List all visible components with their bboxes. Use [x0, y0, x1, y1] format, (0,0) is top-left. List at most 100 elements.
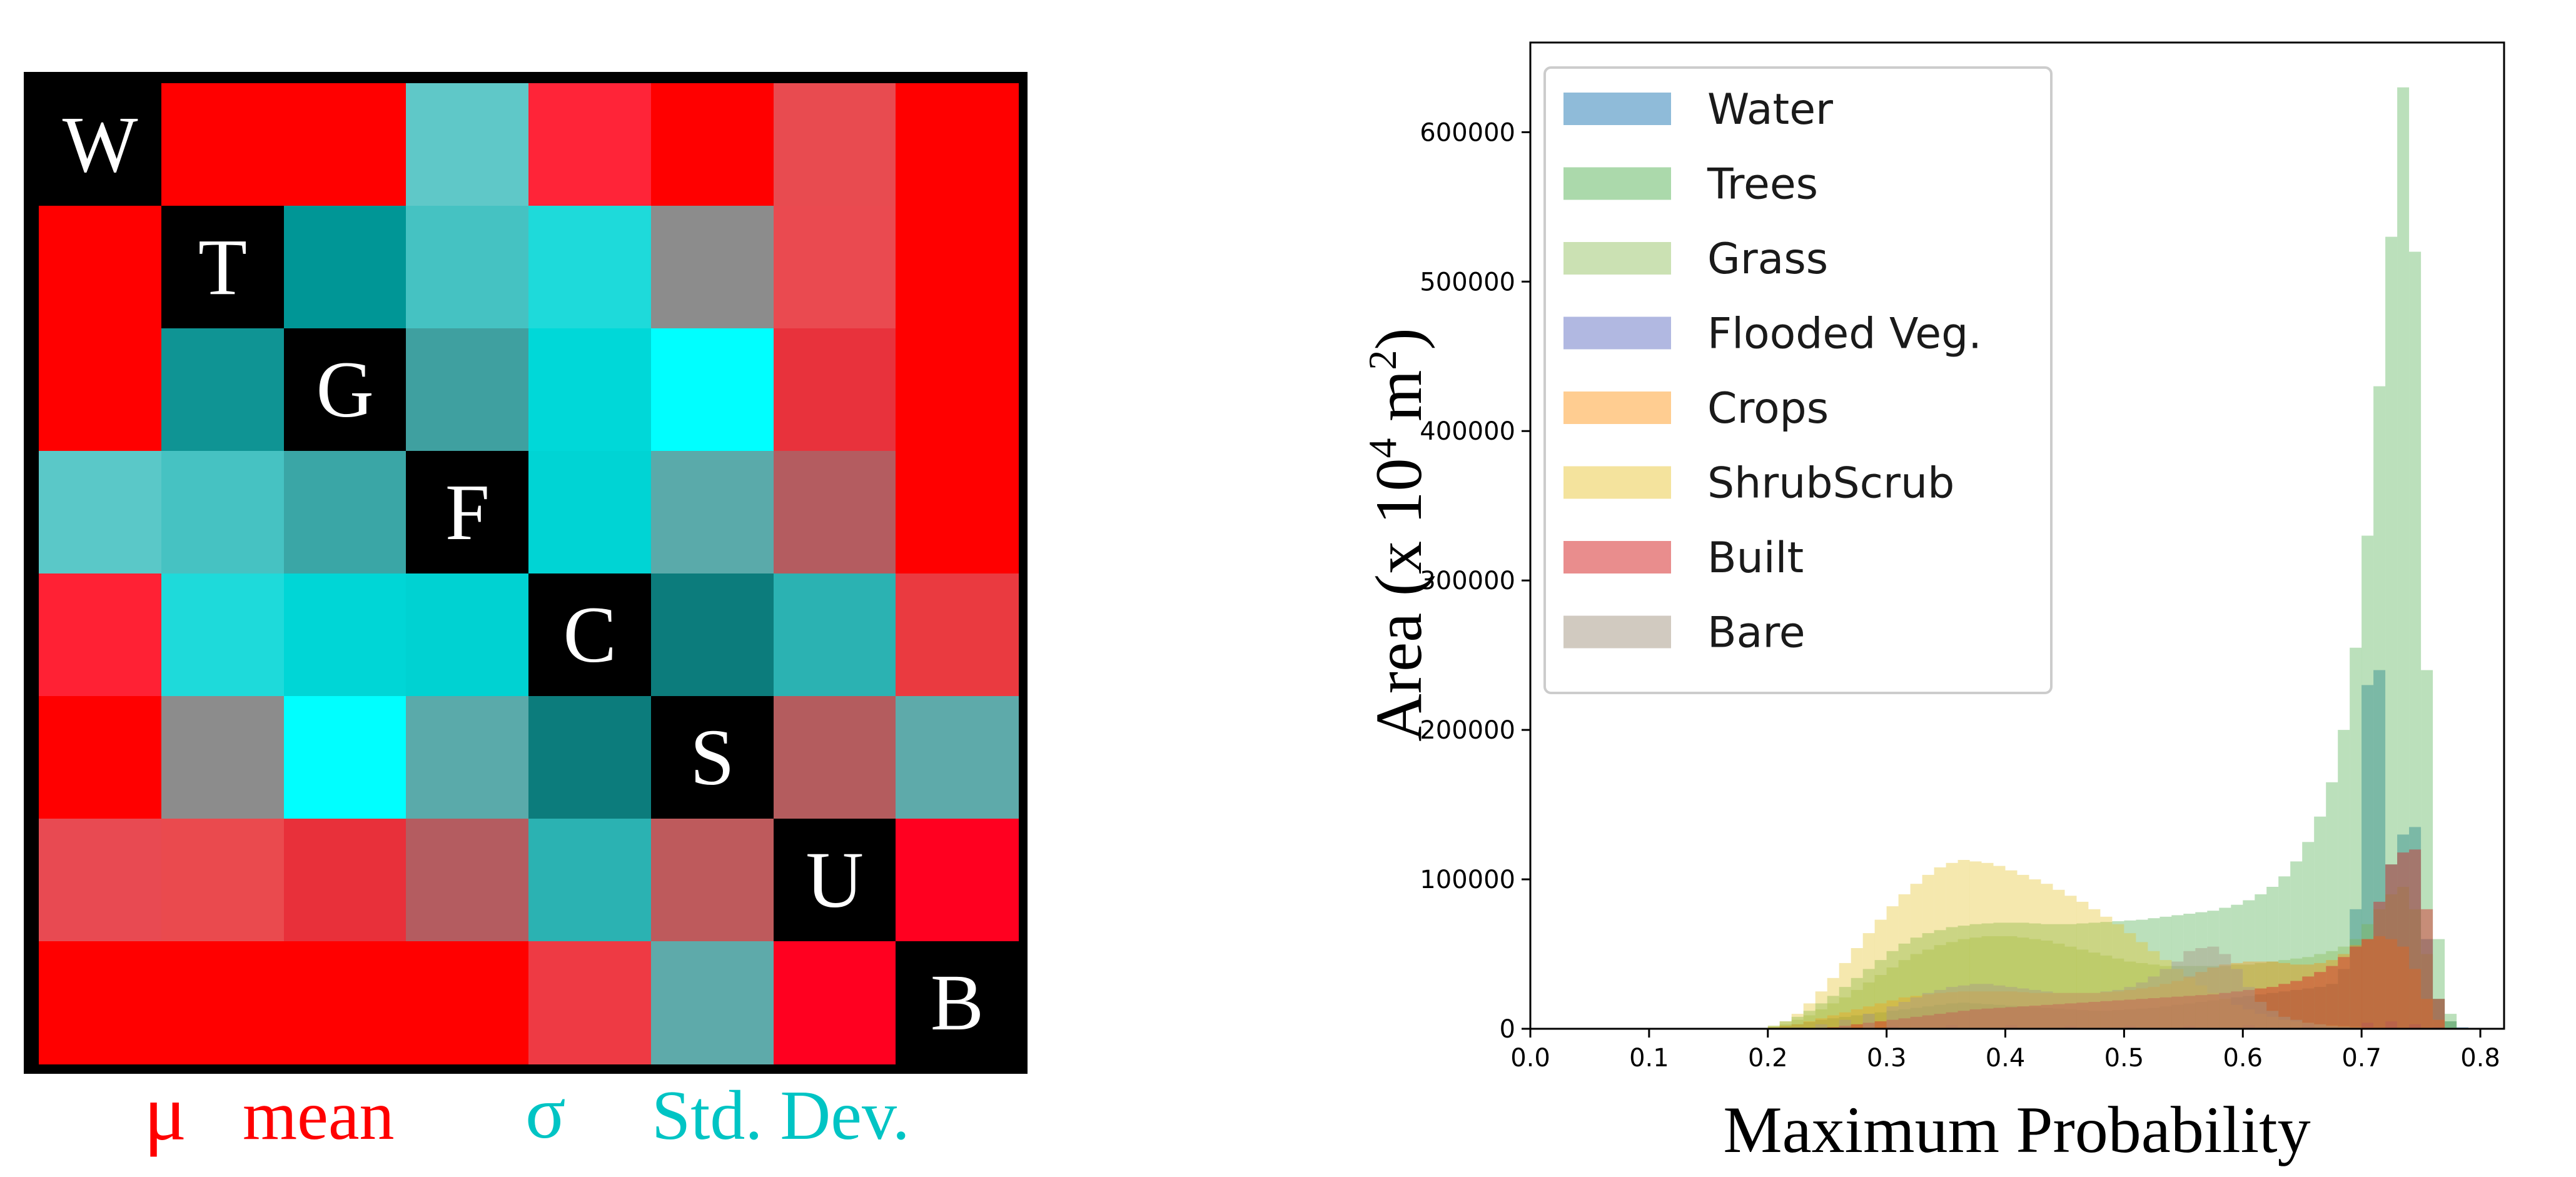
- histogram-bar: [2302, 976, 2315, 1029]
- matrix-cell: [773, 83, 896, 206]
- histogram-bar: [2029, 1006, 2041, 1029]
- histogram-bar: [1874, 960, 1887, 1029]
- matrix-diagonal-cell-w: W: [39, 83, 162, 206]
- matrix-cell: [39, 573, 162, 697]
- matrix-cell: [650, 83, 774, 206]
- histogram-bar: [2350, 945, 2362, 1029]
- matrix-cell: [528, 328, 652, 452]
- histogram-bar: [2231, 991, 2243, 1029]
- matrix-cell: [773, 941, 896, 1064]
- histogram-bar: [2397, 852, 2410, 1029]
- matrix-cell: [161, 573, 285, 697]
- histogram-bar: [2053, 943, 2065, 1029]
- histogram-bar: [2338, 730, 2350, 1029]
- histogram-bar: [2041, 941, 2053, 1029]
- histogram-bar: [1791, 1024, 1804, 1029]
- histogram-bar: [2266, 961, 2279, 1029]
- matrix-cell: [161, 451, 285, 574]
- matrix-cell: [283, 83, 407, 206]
- histogram-bar: [2183, 914, 2196, 1029]
- histogram-bar: [1946, 927, 1958, 1029]
- histogram-bar: [2361, 939, 2374, 1029]
- histogram-bar: [2029, 939, 2041, 1029]
- histogram-bar: [2421, 999, 2433, 1029]
- histogram-bar: [2088, 993, 2101, 1029]
- matrix-cell: [161, 696, 285, 819]
- histogram-bar: [2124, 920, 2136, 1029]
- histogram-bar: [1981, 984, 1994, 1029]
- histogram-bar: [1946, 1012, 1958, 1029]
- histogram-bar: [1791, 1014, 1804, 1029]
- histogram-bar: [2433, 999, 2445, 1029]
- matrix-cell: [283, 573, 407, 697]
- histogram-bar: [2041, 993, 2053, 1029]
- legend-swatch: [1563, 316, 1671, 350]
- histogram-bar: [1898, 1009, 1911, 1029]
- histogram-bar: [2112, 1000, 2124, 1029]
- histogram-bar: [1993, 922, 2006, 1029]
- histogram-bar: [2088, 952, 2101, 1029]
- histogram-bar: [2017, 992, 2029, 1029]
- histogram-bar: [2005, 987, 2018, 1029]
- matrix-cell: [528, 696, 652, 819]
- histogram-bar: [2148, 987, 2160, 1029]
- histogram-bar: [1862, 1023, 1875, 1029]
- histogram-bar: [2207, 994, 2220, 1029]
- matrix-cell: [39, 696, 162, 819]
- histogram-bar: [1946, 862, 1958, 1029]
- legend-label: Built: [1707, 533, 1804, 583]
- matrix-cell: [406, 83, 529, 206]
- histogram-bar: [1862, 969, 1875, 1029]
- matrix-cell: [283, 696, 407, 819]
- histogram-bar: [2171, 1004, 2184, 1029]
- histogram-bar: [2243, 989, 2255, 1029]
- matrix-cell: [896, 83, 1019, 206]
- histogram-bar: [2148, 998, 2160, 1029]
- std-symbol: σ: [525, 1071, 566, 1154]
- histogram-bar: [1767, 1026, 1780, 1029]
- histogram-bar: [2041, 1008, 2053, 1029]
- histogram-bar: [2088, 922, 2101, 1029]
- histogram-bar: [1815, 1024, 1827, 1029]
- matrix-cell: [39, 819, 162, 942]
- histogram-bar: [1969, 991, 1982, 1029]
- matrix-class-label: B: [930, 958, 984, 1048]
- histogram-bar: [2266, 1011, 2279, 1029]
- histogram-bar: [2231, 904, 2243, 1029]
- histogram-bar: [2266, 961, 2279, 1029]
- histogram-bar: [2350, 946, 2362, 1029]
- matrix-diagonal-cell-f: F: [406, 451, 529, 574]
- matrix-class-label: G: [316, 345, 374, 435]
- y-label-suffix: ): [1362, 328, 1435, 350]
- histogram-bar: [2195, 948, 2208, 1029]
- histogram-bar: [2017, 922, 2029, 1029]
- mean-label: mean: [243, 1077, 395, 1154]
- histogram-bar: [2361, 535, 2374, 1029]
- histogram-bar: [2385, 864, 2398, 1029]
- histogram-bar: [1886, 1011, 1899, 1029]
- x-tick-label: 0.1: [1629, 1044, 1669, 1073]
- series-water: [1767, 670, 2468, 1029]
- histogram-bar: [1910, 1008, 1922, 1029]
- legend-swatch: [1563, 541, 1671, 573]
- histogram-bar: [2136, 988, 2148, 1029]
- histogram-bar: [1946, 992, 1958, 1029]
- matrix-cell: [406, 696, 529, 819]
- histogram-bar: [2100, 1011, 2113, 1029]
- histogram-bar: [1957, 991, 1970, 1029]
- histogram-bar: [2195, 1002, 2208, 1029]
- histogram-bar: [2136, 982, 2148, 1029]
- histogram-bar: [1791, 1016, 1804, 1029]
- histogram-bar: [2385, 236, 2398, 1029]
- histogram-bar: [2338, 957, 2350, 1029]
- histogram-bar: [1957, 1003, 1970, 1029]
- histogram-bar: [2243, 1025, 2255, 1029]
- histogram-bar: [1874, 975, 1887, 1029]
- matrix-cell: [650, 573, 774, 697]
- histogram-bar: [2207, 1000, 2220, 1029]
- y-label-exp: 4: [1360, 438, 1405, 458]
- chart-legend: Water Trees Grass Flooded Veg. Crops ShrubScr…: [1543, 66, 2053, 694]
- histogram-bar: [2076, 901, 2089, 1029]
- histogram-bar: [2100, 991, 2113, 1029]
- histogram-bar: [2148, 964, 2160, 1029]
